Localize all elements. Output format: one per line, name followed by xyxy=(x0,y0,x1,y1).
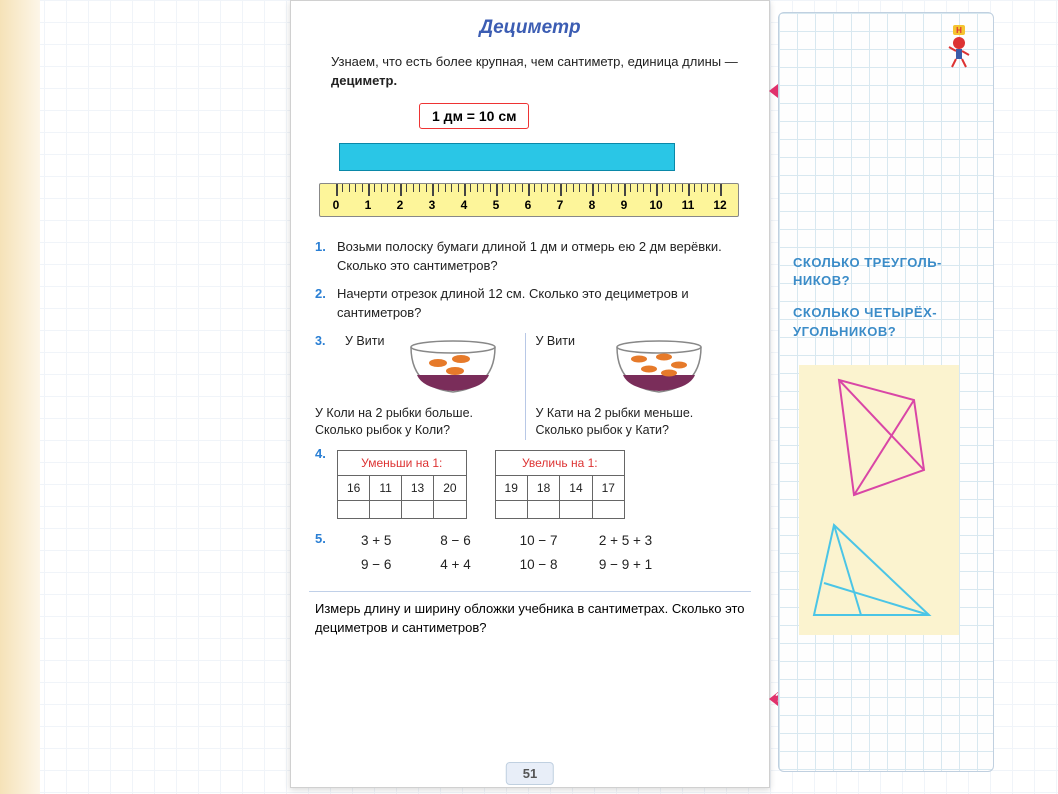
textbook-page: ? Дециметр Узнаем, что есть более крупна… xyxy=(290,0,770,788)
p3-left: 3. У Вити У Коли на 2 рыбки больше. Скол… xyxy=(315,333,525,440)
ruler-label: 7 xyxy=(557,198,564,212)
ruler-tick xyxy=(592,184,594,196)
ruler-tick xyxy=(656,184,658,196)
ruler-label: 3 xyxy=(429,198,436,212)
page-number: 51 xyxy=(506,762,554,785)
blue-strip xyxy=(339,143,675,171)
problem-number: 5. xyxy=(315,529,337,549)
p3-head-text: У Вити xyxy=(345,333,384,351)
ruler-tick xyxy=(432,184,434,196)
table-cell: 16 xyxy=(338,475,370,500)
ruler-tick xyxy=(624,184,626,196)
table-cell: 13 xyxy=(401,475,433,500)
expression: 9 − 6 xyxy=(361,555,414,575)
table-cell: 20 xyxy=(434,475,466,500)
intro-line: Узнаем, что есть более крупная, чем сант… xyxy=(331,54,738,69)
problem-1: 1. Возьми полоску бумаги длиной 1 дм и о… xyxy=(309,233,751,280)
problem-3-columns: 3. У Вити У Коли на 2 рыбки больше. Скол… xyxy=(315,333,745,440)
page-title: Дециметр xyxy=(309,9,751,49)
p4-tables: Уменьши на 1: 16111320 Увеличь на 1: 191… xyxy=(337,444,625,521)
svg-text:Н: Н xyxy=(956,26,962,35)
ruler-label: 10 xyxy=(649,198,662,212)
problem-5: 5. 3 + 5 8 − 6 10 − 7 2 + 5 + 3 9 − 6 4 + 4 10… xyxy=(309,525,751,586)
sidebar-question-2: СКОЛЬКО ЧЕТЫРЁХ-УГОЛЬНИКОВ? xyxy=(789,294,983,340)
ruler-tick xyxy=(528,184,530,196)
intro-bold: дециметр. xyxy=(331,73,397,88)
formula-wrap: 1 дм = 10 см xyxy=(309,97,751,135)
problem-text: Возьми полоску бумаги длиной 1 дм и отме… xyxy=(337,237,745,276)
ruler-label: 5 xyxy=(493,198,500,212)
expression: 10 − 7 xyxy=(520,531,573,551)
ruler-tick xyxy=(560,184,562,196)
ruler-label: 4 xyxy=(461,198,468,212)
sidebar-shapes xyxy=(799,365,959,635)
problem-4: 4. Уменьши на 1: 16111320 Увеличь на 1: … xyxy=(309,440,751,525)
ruler-label: 1 xyxy=(365,198,372,212)
fishbowl-icon xyxy=(403,337,503,397)
sidebar-question-1: СКОЛЬКО ТРЕУГОЛЬ-НИКОВ? xyxy=(789,244,983,290)
expression: 9 − 9 + 1 xyxy=(599,555,652,575)
problem-number: 3. xyxy=(315,333,337,351)
p4-table-1: Уменьши на 1: 16111320 xyxy=(337,450,467,519)
table-cell: 11 xyxy=(370,475,401,500)
expression: 3 + 5 xyxy=(361,531,414,551)
ruler-tick xyxy=(496,184,498,196)
formula-box: 1 дм = 10 см xyxy=(419,103,529,129)
ruler-label: 11 xyxy=(682,198,695,212)
left-edge-decoration xyxy=(0,0,40,794)
ruler-label: 2 xyxy=(397,198,404,212)
ruler-label: 0 xyxy=(333,198,340,212)
ruler: 0123456789101112 xyxy=(319,183,739,217)
problem-3: 3. У Вити У Коли на 2 рыбки больше. Скол… xyxy=(309,327,751,440)
ruler-label: 9 xyxy=(621,198,628,212)
ruler-label: 6 xyxy=(525,198,532,212)
expression: 2 + 5 + 3 xyxy=(599,531,652,551)
table-cell: 14 xyxy=(560,475,592,500)
expression: 8 − 6 xyxy=(440,531,493,551)
ruler-tick xyxy=(400,184,402,196)
ruler-tick xyxy=(368,184,370,196)
expression: 4 + 4 xyxy=(440,555,493,575)
fishbowl-icon xyxy=(609,337,709,397)
ruler-label: 12 xyxy=(713,198,726,212)
ruler-tick xyxy=(464,184,466,196)
bottom-question: Измерь длину и ширину обложки учебника в… xyxy=(309,591,751,642)
problem-2: 2. Начерти отрезок длиной 12 см. Сколько… xyxy=(309,280,751,327)
table-cell: 18 xyxy=(527,475,559,500)
p5-expressions: 3 + 5 8 − 6 10 − 7 2 + 5 + 3 9 − 6 4 + 4 10 − … xyxy=(337,529,660,582)
expression: 10 − 8 xyxy=(520,555,573,575)
problem-number: 1. xyxy=(315,237,337,276)
p3-right: У Вити У Кати на 2 рыбки меньше. Сколько… xyxy=(525,333,746,440)
intro-text: Узнаем, что есть более крупная, чем сант… xyxy=(309,49,751,97)
ruler-tick xyxy=(720,184,722,196)
problem-number: 4. xyxy=(315,444,337,464)
ruler-label: 8 xyxy=(589,198,596,212)
p4-table-2: Увеличь на 1: 19181417 xyxy=(495,450,625,519)
problem-number: 2. xyxy=(315,284,337,323)
sidebar: Н СКОЛЬКО ТРЕУГОЛЬ-НИКОВ? СКОЛЬКО ЧЕТЫРЁ… xyxy=(778,12,994,772)
table-cell: 17 xyxy=(592,475,624,500)
ruler-tick xyxy=(688,184,690,196)
table-cell: 19 xyxy=(495,475,527,500)
problem-text: Начерти отрезок длиной 12 см. Сколько эт… xyxy=(337,284,745,323)
p3-body: У Кати на 2 рыбки меньше. Сколько рыбок … xyxy=(536,405,736,440)
ruler-illustration: 0123456789101112 xyxy=(309,143,751,225)
p3-body: У Коли на 2 рыбки больше. Сколько рыбок … xyxy=(315,405,515,440)
table-header: Уменьши на 1: xyxy=(338,450,467,475)
table-header: Увеличь на 1: xyxy=(495,450,624,475)
ruler-tick xyxy=(336,184,338,196)
sidebar-mascot-icon: Н xyxy=(789,23,983,74)
p3-head-text: У Вити xyxy=(536,333,575,351)
